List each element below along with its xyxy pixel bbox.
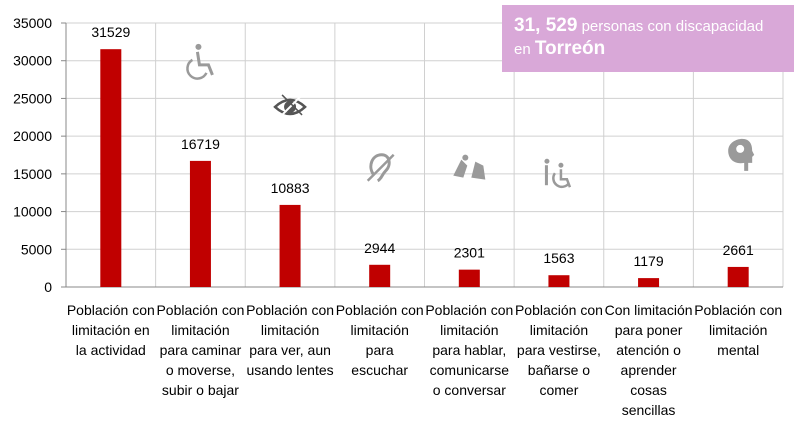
head-mind-icon [728,138,755,171]
data-label: 1179 [634,253,664,269]
y-tick-label: 30000 [13,53,52,69]
grid-lines [65,22,784,288]
category-icons [186,43,755,189]
data-label: 16719 [181,136,220,152]
y-tick-label: 0 [44,279,52,295]
bar [279,204,301,287]
x-tick-label: Población con limitación para caminar o … [156,302,245,398]
callout-number: 31, 529 [514,15,578,36]
bar [458,269,480,287]
y-tick-label: 35000 [13,15,52,31]
bar [100,49,122,287]
data-labels: 31529 16719 10883 2944 2301 1563 1179 2661 [91,24,754,269]
bar [638,278,660,287]
bar [548,275,570,287]
x-tick-label: Con limitación para poner atención o apr… [604,302,693,418]
icon-part [728,138,755,171]
wheelchair-icon [186,43,214,80]
bar [727,266,749,287]
callout-text: personas con discapacidad [577,18,764,35]
sign-language-icon [453,154,486,180]
summary-callout: 31, 529 personas con discapacidad en Tor… [502,5,794,72]
icon-part [558,162,564,168]
icon-part [462,154,469,161]
icon-part [195,43,202,50]
data-label: 2301 [454,245,485,261]
x-tick-label: Población con limitación para ver, aun u… [246,302,335,378]
x-tick-label: Población con limitación mental [694,302,783,358]
icon-part [281,94,303,116]
y-tick-label: 20000 [13,128,52,144]
x-tick-label: Población con limitación para hablar, co… [425,302,514,398]
data-label: 31529 [91,24,130,40]
x-tick-label: Población con limitación para vestirse, … [514,302,603,398]
icon-part [366,153,395,182]
assisted-mobility-icon [544,158,572,189]
icon-part [559,169,572,188]
hearing-icon [366,153,395,183]
icon-part [544,165,548,186]
x-tick-label: Población con limitación en la actividad [66,302,155,358]
icon-part [195,51,214,76]
bar [189,160,211,287]
y-tick-label: 25000 [13,90,52,106]
y-tick-label: 5000 [21,241,52,257]
icon-part [544,158,550,164]
icon-part [471,161,486,180]
y-tick-label: 10000 [13,204,52,220]
x-tick-label: Población con limitación para escuchar [335,302,424,378]
callout-city: Torreón [534,38,606,59]
eye-icon [273,94,307,118]
icon-part [279,96,301,118]
data-label: 1563 [543,250,574,266]
data-label: 10883 [271,180,310,196]
callout-prefix: en [514,41,535,58]
icon-part [552,172,570,189]
y-axis-ticks: 0 5000 10000 15000 20000 25000 30000 35000 [13,15,66,295]
bar [369,264,391,287]
icon-part [453,159,468,178]
icon-part [186,58,208,80]
data-label: 2661 [723,242,754,258]
icon-part [736,144,745,153]
bars [100,49,749,287]
y-tick-label: 15000 [13,166,52,182]
data-label: 2944 [364,240,395,256]
